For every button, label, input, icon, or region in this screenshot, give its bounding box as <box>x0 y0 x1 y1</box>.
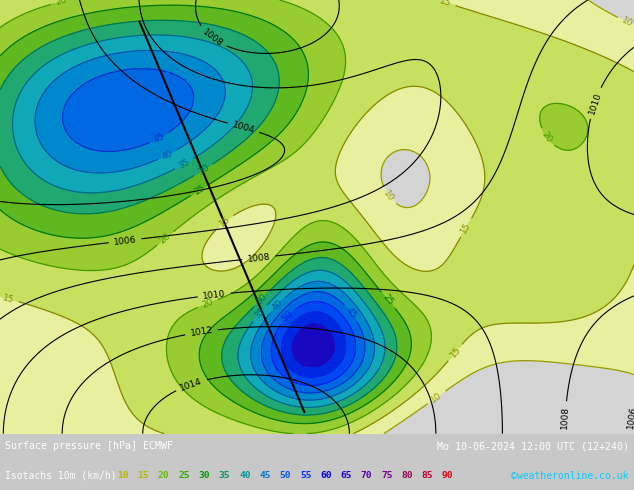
Text: Surface pressure [hPa] ECMWF: Surface pressure [hPa] ECMWF <box>5 441 173 451</box>
Text: 40: 40 <box>239 471 250 480</box>
Text: 15: 15 <box>448 345 462 360</box>
Text: 10: 10 <box>117 471 129 480</box>
Text: 20: 20 <box>201 297 215 310</box>
Text: 60: 60 <box>320 471 332 480</box>
Text: 30: 30 <box>255 292 269 306</box>
Text: Isotachs 10m (km/h): Isotachs 10m (km/h) <box>5 471 117 481</box>
Text: 20: 20 <box>55 0 68 7</box>
Text: 35: 35 <box>219 471 230 480</box>
Text: 10: 10 <box>429 391 444 404</box>
Text: 1012: 1012 <box>190 326 214 338</box>
Text: 1010: 1010 <box>202 289 226 301</box>
Text: 25: 25 <box>381 293 395 307</box>
Text: 15: 15 <box>2 293 15 305</box>
Text: 70: 70 <box>361 471 372 480</box>
Text: 50: 50 <box>280 471 291 480</box>
Text: 35: 35 <box>178 157 191 171</box>
Text: 45: 45 <box>152 131 167 145</box>
Text: 10: 10 <box>382 189 396 203</box>
Text: 15: 15 <box>460 220 473 235</box>
Text: 20: 20 <box>540 130 554 145</box>
Text: 20: 20 <box>158 231 172 245</box>
Text: 1006: 1006 <box>113 235 137 246</box>
Text: 40: 40 <box>271 297 285 312</box>
Text: 15: 15 <box>439 0 452 8</box>
Text: 1006: 1006 <box>626 406 634 430</box>
Text: 15: 15 <box>138 471 149 480</box>
Text: 1008: 1008 <box>560 406 571 429</box>
Text: 45: 45 <box>259 471 271 480</box>
Text: ©weatheronline.co.uk: ©weatheronline.co.uk <box>512 471 629 481</box>
Text: 65: 65 <box>340 471 352 480</box>
Text: 75: 75 <box>381 471 392 480</box>
Text: 55: 55 <box>300 471 311 480</box>
Text: 25: 25 <box>178 471 190 480</box>
Text: 1014: 1014 <box>179 376 204 392</box>
Text: 30: 30 <box>197 163 211 176</box>
Text: 35: 35 <box>253 306 267 320</box>
Text: 1008: 1008 <box>200 27 224 49</box>
Text: 10: 10 <box>621 16 634 29</box>
Text: 50: 50 <box>280 309 295 323</box>
Text: Mo 10-06-2024 12:00 UTC (12+240): Mo 10-06-2024 12:00 UTC (12+240) <box>437 441 629 451</box>
Text: 40: 40 <box>160 148 174 161</box>
Text: 45: 45 <box>344 306 358 320</box>
Text: 20: 20 <box>158 471 169 480</box>
Text: 1008: 1008 <box>247 252 271 264</box>
Text: 1010: 1010 <box>587 91 603 115</box>
Text: 30: 30 <box>198 471 210 480</box>
Text: 15: 15 <box>217 215 232 229</box>
Text: 90: 90 <box>442 471 453 480</box>
Text: 1004: 1004 <box>231 120 256 135</box>
Text: 80: 80 <box>401 471 413 480</box>
Text: 25: 25 <box>193 183 207 197</box>
Text: 85: 85 <box>422 471 433 480</box>
